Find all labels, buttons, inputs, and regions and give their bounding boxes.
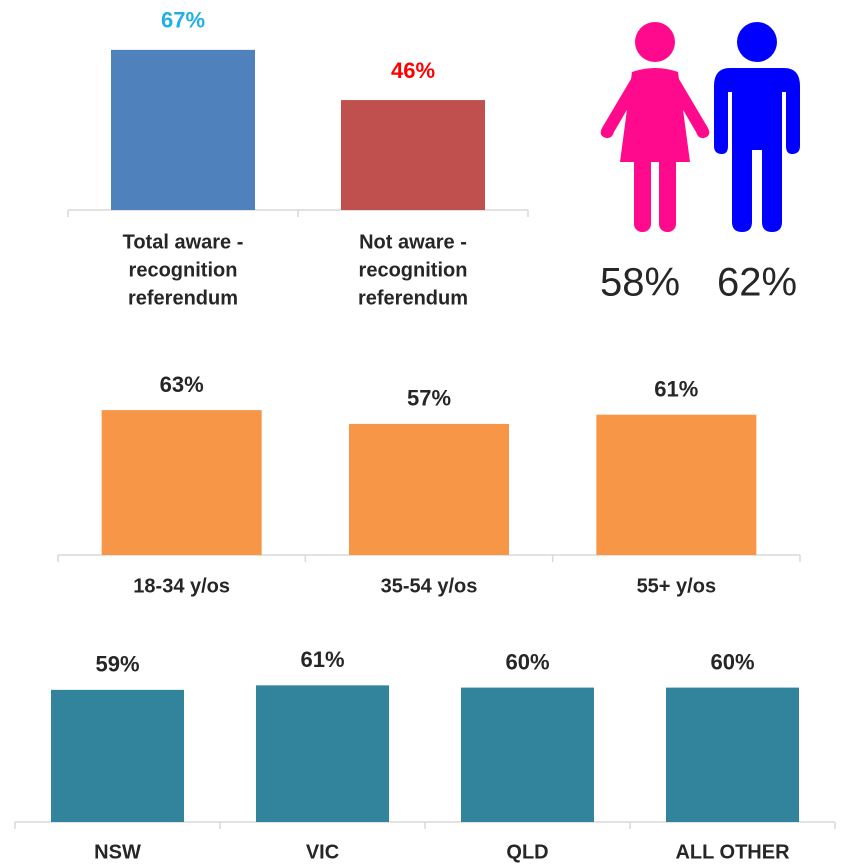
x-tick-label: 35-54 y/os xyxy=(381,575,478,597)
x-tick-label: NSW xyxy=(94,841,141,863)
bar xyxy=(111,49,255,211)
bar xyxy=(461,687,594,822)
bar xyxy=(596,414,757,555)
x-tick-label: VIC xyxy=(306,841,339,863)
data-label: 60% xyxy=(505,649,549,674)
x-tick-label: Total aware - xyxy=(123,231,244,253)
bar xyxy=(51,689,184,822)
data-label: 61% xyxy=(300,647,344,672)
x-tick-label: 18-34 y/os xyxy=(133,575,230,597)
data-label: 62% xyxy=(717,261,797,305)
bar xyxy=(256,685,389,822)
bar xyxy=(101,410,262,555)
data-label: 63% xyxy=(160,372,204,397)
x-tick-label: recognition xyxy=(359,259,468,281)
data-label: 61% xyxy=(654,377,698,402)
bar xyxy=(341,100,485,210)
x-tick-label: recognition xyxy=(129,259,238,281)
data-label: 58% xyxy=(600,261,680,305)
data-label: 57% xyxy=(407,386,451,411)
data-label: 60% xyxy=(710,649,754,674)
male-icon xyxy=(714,22,800,232)
data-label: 59% xyxy=(95,652,139,677)
x-tick-label: Not aware - xyxy=(359,231,467,253)
data-label: 46% xyxy=(391,58,435,83)
bar xyxy=(349,423,509,555)
x-tick-label: referendum xyxy=(358,287,468,309)
female-icon xyxy=(600,22,710,232)
x-tick-label: referendum xyxy=(128,287,238,309)
bar xyxy=(666,687,799,822)
data-label: 67% xyxy=(161,8,205,33)
x-tick-label: ALL OTHER xyxy=(675,841,790,863)
x-tick-label: 55+ y/os xyxy=(637,575,717,597)
x-tick-label: QLD xyxy=(506,841,548,863)
